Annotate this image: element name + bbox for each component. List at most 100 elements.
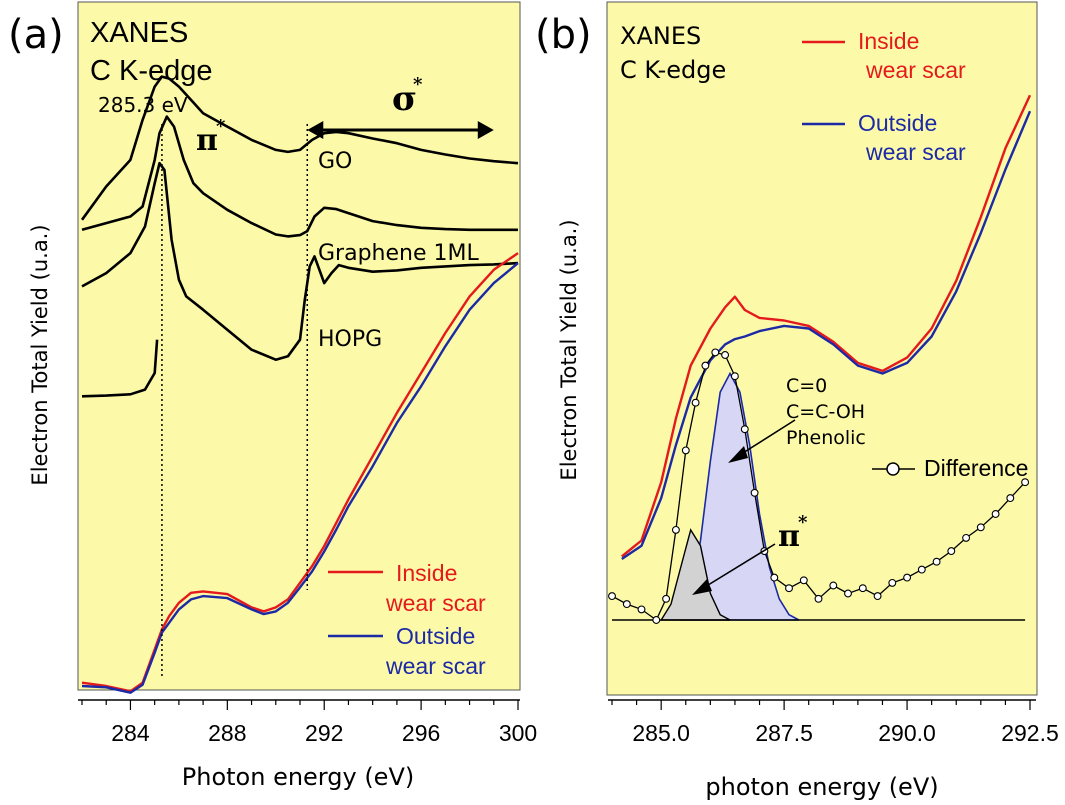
peak-area-pi-star — [659, 528, 731, 621]
x-tick-label-b: 292.5 — [1001, 720, 1059, 746]
legend-text-inside-2: wear scar — [385, 590, 486, 616]
x-tick-label-a: 288 — [208, 720, 246, 746]
series-label-go: GO — [318, 149, 352, 174]
chart-title-b-line2: C K-edge — [620, 56, 726, 84]
difference-point — [681, 446, 690, 455]
difference-point — [691, 398, 700, 407]
difference-point — [976, 523, 985, 532]
peak-energy-annotation: 285.3 eV — [98, 93, 188, 117]
difference-point — [711, 348, 720, 357]
pi-pointer-arrowhead — [692, 579, 712, 595]
x-axis-label-b: photon energy (eV) — [705, 773, 938, 801]
pi-pointer-arrow — [699, 543, 776, 591]
series-label-graphene: Graphene 1ML — [318, 241, 479, 266]
difference-point — [652, 616, 661, 624]
difference-point — [637, 605, 646, 614]
legend-marker-difference — [886, 462, 900, 476]
peak-label-2: Phenolic — [786, 427, 866, 449]
pi-star-label-b: π — [778, 519, 800, 554]
difference-point — [785, 584, 793, 593]
difference-point — [917, 565, 926, 574]
panel-b: (b) XANES C K-edge C=0 C=C-OH Phenolic π* 2… — [535, 1, 1059, 801]
sigma-star-label: σ — [392, 79, 417, 119]
difference-point — [858, 584, 867, 593]
legend-text-outside-b-1: Outside — [858, 110, 937, 136]
series-line-a-3 — [81, 339, 159, 398]
pi-star-sup-a: * — [216, 116, 226, 137]
x-tick-label-a: 284 — [111, 720, 150, 746]
chart-title-b-line1: XANES — [620, 22, 701, 50]
sigma-star-sup: * — [413, 74, 423, 95]
legend-text-inside-1: Inside — [396, 560, 457, 586]
x-tick-label-a: 292 — [305, 720, 343, 746]
y-axis-label-a: Electron Total Yield (u.a.) — [28, 224, 52, 485]
difference-point — [962, 533, 971, 542]
difference-point — [740, 425, 749, 434]
sigma-arrowhead-left — [307, 121, 324, 139]
difference-point — [701, 361, 710, 370]
difference-point — [844, 589, 852, 598]
panel-a: (a) XANES C K-edge 285.3 eV π*σ* 284 288 2… — [8, 1, 537, 791]
difference-point — [814, 594, 823, 603]
annotations-b: C=0 C=C-OH Phenolic π* — [692, 375, 866, 595]
difference-point — [730, 372, 739, 381]
series-line-a-2 — [81, 161, 519, 362]
difference-point — [903, 573, 912, 582]
difference-point — [721, 351, 730, 359]
panel-label-a: (a) — [8, 12, 64, 58]
series-line-a-0 — [80, 75, 519, 221]
peak-fills-b — [659, 371, 800, 621]
series-line-b-0 — [621, 94, 1032, 558]
plot-area-b — [606, 1, 1038, 696]
difference-point — [608, 592, 616, 601]
series-line-a-1 — [81, 115, 518, 238]
difference-point — [750, 488, 759, 497]
legend-text-outside-1: Outside — [396, 623, 475, 649]
peak-label-0: C=0 — [786, 375, 827, 397]
peak-label-1: C=C-OH — [786, 401, 865, 423]
x-axis-label-a: Photon energy (eV) — [182, 763, 414, 791]
difference-point — [888, 578, 897, 587]
difference-point — [770, 573, 779, 582]
x-tick-label-b: 290.0 — [878, 720, 936, 746]
pi-star-label-a: π — [196, 123, 218, 158]
series-line-a-5 — [81, 262, 519, 694]
difference-point — [799, 576, 808, 585]
x-tick-label-a: 300 — [499, 720, 537, 746]
series-line-b-1 — [621, 110, 1032, 560]
difference-point — [622, 600, 631, 609]
x-tick-label-a: 296 — [402, 720, 440, 746]
chart-title-a-line2: C K-edge — [90, 55, 213, 87]
legend-a: Inside wear scar Outside wear scar — [328, 560, 486, 679]
difference-point — [947, 547, 956, 556]
series-group-b — [608, 94, 1032, 624]
panel-label-b: (b) — [535, 12, 592, 58]
difference-point — [932, 557, 941, 566]
annotations-a: π*σ* — [161, 74, 494, 678]
x-axis-b: 285.0 287.5 290.0 292.5 — [608, 699, 1059, 746]
legend-text-difference: Difference — [924, 455, 1028, 481]
peak-area-phenolic — [679, 371, 800, 621]
legend-text-outside-b-2: wear scar — [865, 139, 966, 165]
difference-point — [671, 525, 680, 534]
series-group-a — [80, 75, 519, 694]
sigma-arrowhead-right — [477, 121, 494, 139]
pi-star-sup-b: * — [798, 512, 808, 533]
legend-text-inside-b-2: wear scar — [865, 57, 966, 83]
legend-b: Inside wear scar Outside wear scar Diffe… — [802, 28, 1028, 481]
difference-point — [991, 510, 1000, 518]
difference-point — [829, 581, 838, 590]
series-label-hopg: HOPG — [318, 327, 382, 352]
legend-text-outside-2: wear scar — [385, 653, 486, 679]
legend-text-inside-b-1: Inside — [858, 28, 919, 54]
chart-title-a-line1: XANES — [90, 17, 188, 49]
x-tick-label-b: 285.0 — [632, 720, 690, 746]
x-axis-a: 284 288 292 296 300 — [78, 699, 537, 746]
x-tick-label-b: 287.5 — [755, 720, 813, 746]
peak-pointer-arrowhead — [728, 446, 748, 463]
difference-point — [662, 594, 671, 603]
difference-point — [873, 592, 882, 601]
difference-point — [1021, 478, 1030, 487]
y-axis-label-b: Electron Total Yield (u.a.) — [557, 219, 581, 480]
